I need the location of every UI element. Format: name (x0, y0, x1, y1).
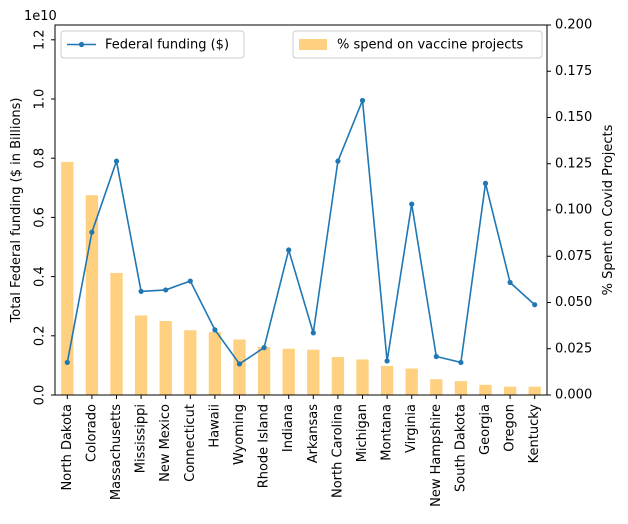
line-point-7 (236, 361, 243, 367)
bar-5 (184, 330, 197, 395)
bar-14 (405, 368, 418, 395)
bar-15 (430, 379, 443, 395)
x-tick-label-10: Arkansas (306, 404, 321, 463)
line-point-17 (482, 180, 489, 186)
x-tick-label-8: Rhode Island (257, 404, 272, 488)
bar-10 (307, 349, 320, 395)
bar-6 (208, 332, 222, 395)
legend-bar-swatch (299, 39, 327, 50)
x-tick-label-19: Kentucky (527, 404, 542, 464)
x-tick-label-3: Mississippi (134, 404, 149, 473)
line-point-14 (409, 201, 415, 207)
line-point-18 (507, 279, 513, 286)
line-series-federal-funding (66, 100, 536, 366)
line-point-10 (310, 330, 316, 336)
bar-2 (110, 272, 123, 395)
left-tick-label-3: 0.6 (33, 207, 48, 228)
right-tick-label-8: 0.200 (555, 18, 592, 33)
right-tick-label-0: 0.000 (555, 388, 592, 403)
bar-7 (233, 339, 246, 395)
plot-frame (54, 24, 548, 396)
bar-13 (380, 365, 394, 395)
right-tick-label-2: 0.050 (555, 295, 592, 310)
legend-line-label: Federal funding ($) (105, 38, 229, 53)
bar-12 (356, 359, 369, 395)
line-point-16 (458, 359, 464, 366)
left-axis-offset-text: 1e10 (24, 9, 57, 24)
bar-0 (61, 161, 74, 395)
x-tick-label-2: Massachusetts (109, 404, 124, 500)
left-tick-label-0: 0.0 (33, 385, 48, 406)
left-tick-label-5: 1.0 (33, 89, 48, 110)
left-tick-label-1: 0.2 (33, 325, 48, 346)
line-point-12 (359, 97, 366, 104)
line-point-2 (113, 158, 120, 164)
x-tick-label-6: Hawaii (207, 404, 222, 448)
x-tick-label-13: Montana (380, 404, 395, 461)
right-tick-label-4: 0.100 (555, 203, 592, 218)
line-point-3 (138, 288, 144, 294)
line-point-15 (433, 353, 439, 360)
bar-19 (528, 386, 541, 395)
x-tick-label-7: Wyoming (232, 404, 247, 465)
line-point-8 (261, 345, 267, 351)
x-tick-label-12: Michigan (355, 404, 370, 462)
line-point-4 (163, 287, 169, 293)
legend-line-marker (78, 41, 85, 48)
left-axis-title: Total Federal funding ($ in Billions) (9, 98, 24, 324)
bar-18 (503, 386, 517, 395)
legend-line-box (60, 30, 245, 59)
legend-bar-box (292, 30, 543, 59)
x-tick-label-18: Oregon (503, 404, 518, 452)
line-point-0 (64, 359, 70, 366)
x-tick-label-14: Virginia (404, 404, 419, 453)
right-tick-label-7: 0.175 (555, 64, 592, 79)
x-tick-label-11: North Carolina (330, 404, 345, 498)
right-tick-label-3: 0.075 (555, 249, 592, 264)
line-point-9 (286, 247, 292, 253)
x-tick-label-1: Colorado (84, 404, 99, 462)
right-axis-title: % Spent on Covid Projects (601, 124, 616, 295)
x-tick-label-17: Georgia (478, 404, 493, 455)
bar-8 (257, 346, 271, 395)
left-tick-label-2: 0.4 (33, 266, 48, 287)
x-tick-label-16: South Dakota (453, 404, 468, 492)
bar-11 (331, 357, 345, 395)
left-tick-label-6: 1.2 (33, 29, 48, 50)
bar-16 (454, 381, 468, 395)
line-point-11 (335, 158, 341, 164)
bar-17 (479, 384, 492, 395)
line-point-5 (187, 278, 193, 284)
line-point-6 (212, 327, 218, 333)
right-tick-label-1: 0.025 (555, 341, 592, 356)
bar-4 (159, 321, 172, 395)
legend-bar-label: % spend on vaccine projects (337, 38, 524, 53)
x-tick-label-15: New Hampshire (429, 404, 444, 507)
x-tick-label-9: Indiana (281, 404, 296, 452)
x-tick-label-5: Connecticut (183, 404, 198, 482)
bar-9 (282, 348, 295, 395)
line-point-1 (89, 229, 95, 235)
x-tick-label-4: New Mexico (158, 404, 173, 482)
right-tick-label-6: 0.150 (555, 110, 592, 125)
bar-1 (85, 195, 99, 395)
line-point-13 (384, 358, 390, 364)
x-tick-label-0: North Dakota (60, 404, 75, 491)
left-tick-label-4: 0.8 (33, 148, 48, 169)
right-tick-label-5: 0.125 (555, 156, 592, 171)
line-point-19 (532, 302, 538, 308)
bar-3 (134, 315, 148, 395)
